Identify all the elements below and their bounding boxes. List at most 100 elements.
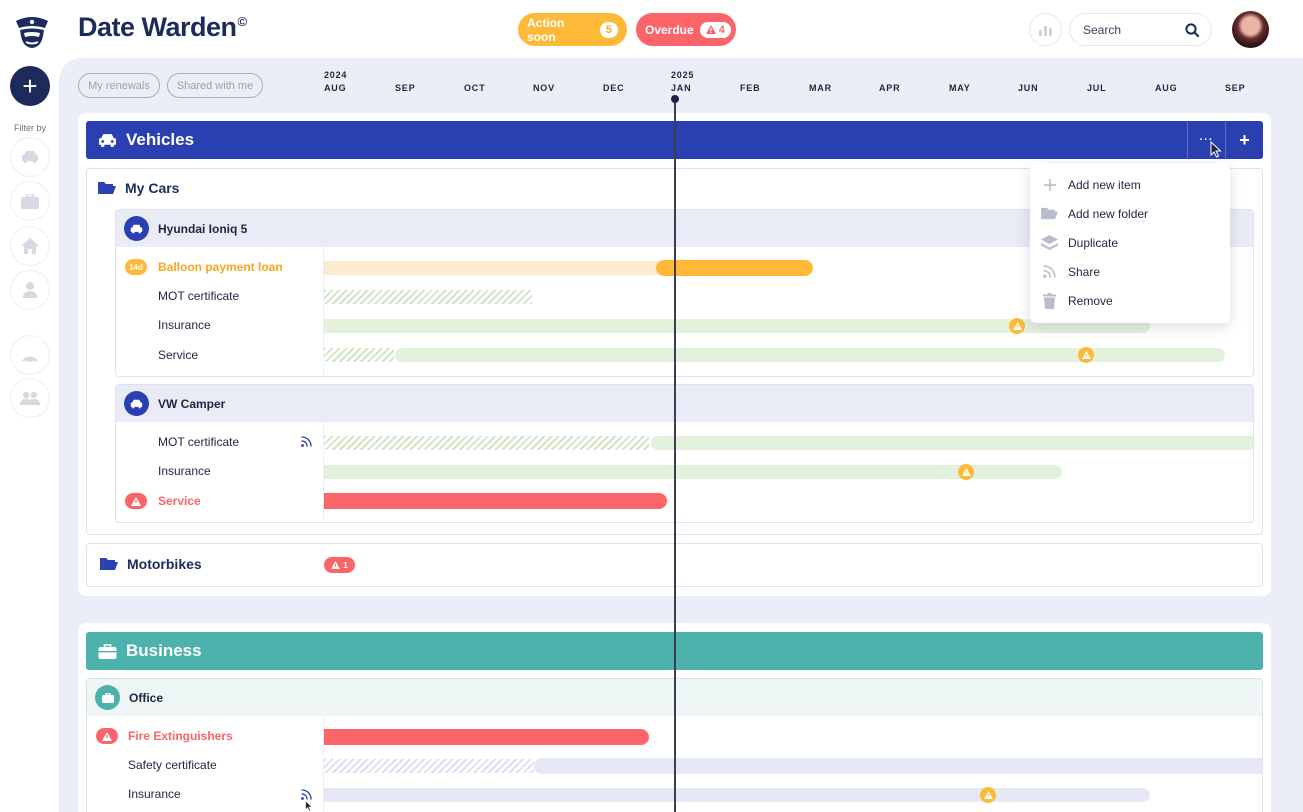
- warning-marker[interactable]: [1078, 347, 1094, 363]
- row-label[interactable]: Safety certificate: [128, 758, 217, 772]
- share-feed-icon: [1043, 265, 1056, 278]
- filter-vehicles[interactable]: [10, 137, 50, 177]
- month-label: SEP: [395, 83, 416, 93]
- year-label: 2024: [324, 70, 348, 80]
- mouse-cursor-icon: [305, 800, 314, 812]
- person-icon: [23, 282, 37, 298]
- row-label[interactable]: Insurance: [158, 464, 211, 478]
- row-label[interactable]: Balloon payment loan: [158, 260, 283, 274]
- timeline-bar[interactable]: [324, 290, 532, 304]
- folder-icon: [1041, 207, 1058, 220]
- timeline-bar[interactable]: [395, 348, 1225, 362]
- warning-icon: [102, 731, 112, 741]
- filter-label: Filter by: [13, 123, 46, 133]
- timeline-bar[interactable]: [324, 759, 534, 773]
- business-title: Business: [126, 641, 202, 660]
- month-label: NOV: [533, 83, 555, 93]
- filter-shared[interactable]: [10, 335, 50, 375]
- month-label: SEP: [1225, 83, 1246, 93]
- folder-title[interactable]: My Cars: [98, 180, 179, 196]
- timeline-bar[interactable]: [324, 348, 394, 362]
- layers-icon: [1041, 235, 1058, 250]
- month-label: DEC: [603, 83, 625, 93]
- timeline-bar[interactable]: [324, 465, 1062, 479]
- row-label[interactable]: Insurance: [158, 318, 211, 332]
- avatar[interactable]: [1232, 11, 1269, 48]
- car-icon: [124, 216, 149, 241]
- action-soon-count: 5: [599, 21, 618, 38]
- vehicles-actions: ··· +: [1187, 121, 1263, 159]
- stats-button[interactable]: [1029, 13, 1062, 46]
- row-label[interactable]: Insurance: [128, 787, 181, 801]
- timeline-bar[interactable]: [324, 319, 1150, 333]
- menu-add-new-item[interactable]: Add new item: [1030, 170, 1230, 199]
- item-name: Hyundai Ioniq 5: [158, 221, 248, 236]
- row-label[interactable]: MOT certificate: [158, 435, 240, 449]
- menu-add-new-folder[interactable]: Add new folder: [1030, 199, 1230, 228]
- item-header[interactable]: VW Camper: [116, 385, 1253, 422]
- month-label: OCT: [464, 83, 486, 93]
- filter-people[interactable]: [10, 378, 50, 418]
- warning-icon: [983, 791, 993, 799]
- folder-title[interactable]: Motorbikes: [100, 556, 202, 572]
- warning-marker[interactable]: [958, 464, 974, 480]
- timeline-bar[interactable]: [651, 436, 1253, 450]
- menu-share[interactable]: Share: [1030, 257, 1230, 286]
- timeline-bar[interactable]: [656, 260, 813, 276]
- folder-open-icon: [98, 182, 116, 194]
- search-icon[interactable]: [1185, 22, 1199, 37]
- timeline-bar[interactable]: [324, 436, 649, 450]
- more-options-button[interactable]: ···: [1187, 121, 1225, 159]
- action-soon-label: Action soon: [527, 15, 565, 44]
- warning-icon: [331, 561, 341, 569]
- filter-home[interactable]: [10, 226, 50, 266]
- search-box[interactable]: [1069, 13, 1212, 46]
- row-label[interactable]: Service: [158, 348, 199, 362]
- warning-marker[interactable]: [980, 787, 996, 803]
- add-item-button[interactable]: +: [1225, 121, 1263, 159]
- month-label: JAN: [671, 83, 692, 93]
- overdue-filter[interactable]: Overdue 4: [636, 13, 736, 46]
- tab-my-renewals[interactable]: My renewals: [78, 73, 160, 98]
- share-feed-icon[interactable]: [301, 789, 312, 800]
- row-label[interactable]: Fire Extinguishers: [128, 729, 233, 743]
- month-label: JUN: [1018, 83, 1039, 93]
- add-button[interactable]: +: [10, 66, 50, 106]
- search-input[interactable]: [1083, 22, 1173, 37]
- overdue-badge: [125, 493, 147, 509]
- filter-person[interactable]: [10, 270, 50, 310]
- chart-icon: [1039, 25, 1052, 36]
- folder-options-menu: Add new item Add new folder Duplicate Sh…: [1030, 163, 1230, 323]
- warning-icon: [705, 25, 716, 34]
- warning-icon: [131, 496, 141, 506]
- warning-icon: [961, 468, 971, 476]
- action-soon-filter[interactable]: Action soon 5: [518, 13, 627, 46]
- app-title: Date Warden©: [78, 12, 247, 42]
- today-marker: [671, 95, 679, 103]
- car-icon: [22, 151, 38, 163]
- mouse-cursor-icon: [1210, 141, 1222, 158]
- tab-shared-with-me[interactable]: Shared with me: [167, 73, 263, 98]
- row-label[interactable]: Service: [158, 494, 201, 508]
- item-vw-camper: VW Camper: [115, 384, 1254, 523]
- folder-icon: [100, 558, 118, 570]
- warning-marker[interactable]: [1009, 318, 1025, 334]
- month-label: FEB: [740, 83, 761, 93]
- month-label: MAR: [809, 83, 832, 93]
- overdue-badge: [96, 728, 118, 744]
- month-label: AUG: [1155, 83, 1178, 93]
- timeline-bar[interactable]: [324, 729, 649, 745]
- year-label: 2025: [671, 70, 695, 80]
- menu-duplicate[interactable]: Duplicate: [1030, 228, 1230, 257]
- warning-icon: [1081, 351, 1091, 359]
- filter-business[interactable]: [10, 181, 50, 221]
- timeline-bar[interactable]: [324, 261, 664, 275]
- timeline-bar[interactable]: [324, 493, 667, 509]
- timeline-bar[interactable]: [324, 788, 1150, 802]
- timeline-bar[interactable]: [534, 758, 1263, 774]
- briefcase-icon: [98, 643, 117, 659]
- logo-warden-icon[interactable]: [12, 12, 52, 50]
- menu-remove[interactable]: Remove: [1030, 286, 1230, 315]
- share-feed-icon[interactable]: [301, 436, 312, 447]
- row-label[interactable]: MOT certificate: [158, 289, 240, 303]
